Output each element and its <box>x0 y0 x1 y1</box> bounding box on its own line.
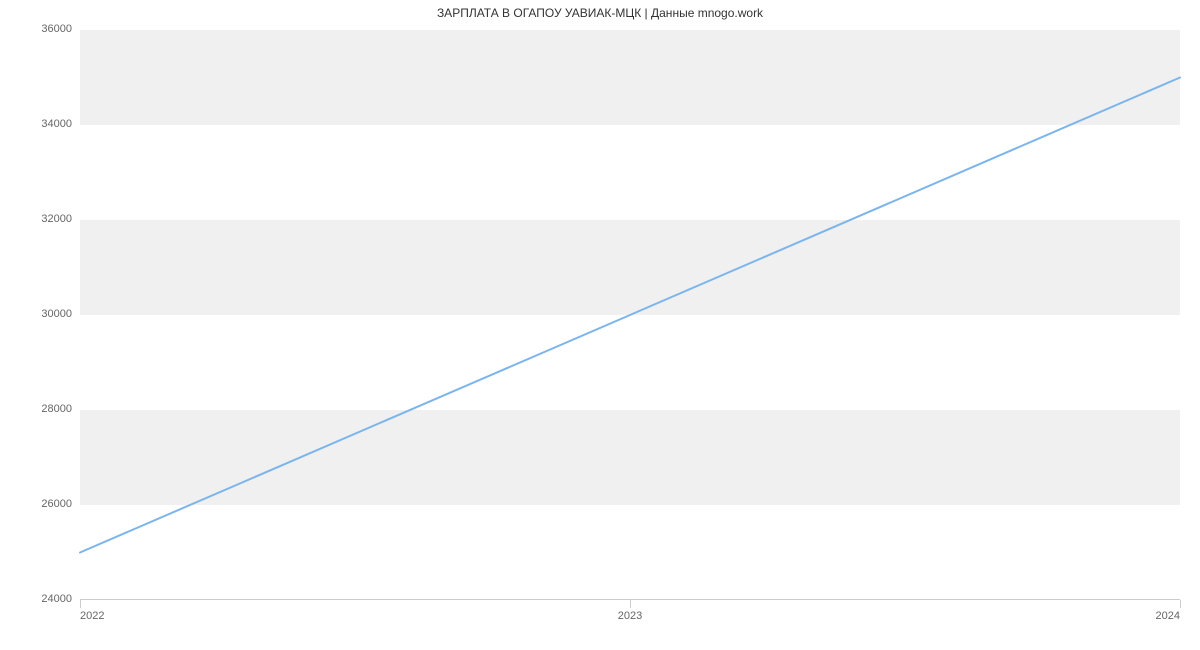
chart-title: ЗАРПЛАТА В ОГАПОУ УАВИАК-МЦК | Данные mn… <box>0 6 1200 20</box>
x-tick-mark <box>80 600 81 608</box>
y-tick-label: 26000 <box>12 498 72 510</box>
line-layer <box>80 30 1180 600</box>
series-line-salary <box>80 78 1180 553</box>
y-tick-label: 34000 <box>12 118 72 130</box>
y-tick-label: 32000 <box>12 213 72 225</box>
y-tick-label: 30000 <box>12 308 72 320</box>
x-tick-label: 2024 <box>0 610 1180 622</box>
x-tick-mark <box>630 600 631 608</box>
plot-area <box>80 30 1180 600</box>
x-tick-mark <box>1180 600 1181 608</box>
y-tick-label: 28000 <box>12 403 72 415</box>
line-chart: ЗАРПЛАТА В ОГАПОУ УАВИАК-МЦК | Данные mn… <box>0 0 1200 650</box>
y-tick-label: 36000 <box>12 23 72 35</box>
y-tick-label: 24000 <box>12 593 72 605</box>
